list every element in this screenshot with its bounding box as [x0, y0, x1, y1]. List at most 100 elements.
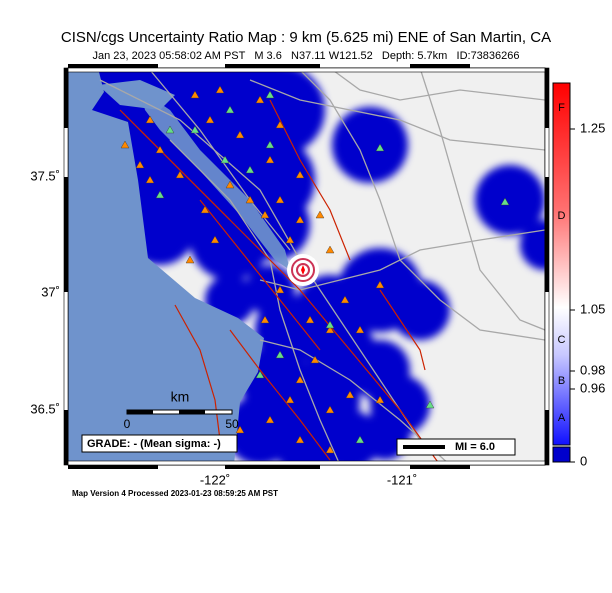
colorbar-tick-label: 1.25 — [580, 120, 605, 135]
san-pablo-bay — [98, 80, 175, 110]
station — [135, 160, 145, 169]
grade-box — [81, 434, 238, 453]
station — [260, 315, 270, 324]
map — [68, 68, 545, 465]
station — [185, 255, 195, 264]
station — [260, 210, 270, 219]
road — [169, 139, 341, 465]
lat-label: 37˚ — [41, 284, 60, 299]
road — [329, 68, 545, 101]
station — [375, 143, 385, 152]
colorbar-tick-label: 1.05 — [580, 301, 605, 316]
grade: GRADE: - (Mean sigma: -) — [87, 438, 221, 450]
station — [325, 320, 335, 329]
epicenter-contour — [296, 263, 310, 277]
station — [175, 170, 185, 179]
uncertainty-area — [235, 68, 325, 155]
fault — [119, 109, 231, 221]
colorbar-labels: F D C B A 1.25 1.05 0.98 0.96 0 — [558, 102, 606, 469]
bay — [140, 90, 290, 270]
station — [325, 445, 335, 454]
station — [285, 235, 295, 244]
road — [249, 79, 545, 151]
frame-edge — [67, 67, 546, 73]
ocean — [68, 68, 264, 465]
station — [235, 425, 245, 434]
station — [155, 190, 165, 199]
road — [419, 68, 545, 331]
station — [205, 115, 215, 124]
uncertainty-area — [475, 165, 545, 235]
colorbar-grade: D — [558, 210, 566, 222]
station — [215, 85, 225, 94]
station — [500, 197, 510, 206]
frame-tick — [410, 465, 470, 469]
lon-label: -121˚ — [387, 472, 417, 487]
legend-label: MI = 6.0 — [455, 441, 495, 453]
station — [295, 435, 305, 444]
station — [310, 355, 320, 364]
station — [225, 180, 235, 189]
road — [299, 69, 545, 341]
scale-unit: km — [171, 389, 190, 405]
station — [285, 395, 295, 404]
station — [295, 215, 305, 224]
colorbar-grade: C — [558, 334, 566, 346]
station — [200, 205, 210, 214]
station — [325, 325, 335, 334]
station — [220, 155, 230, 164]
frame-tick — [64, 177, 68, 292]
frame-tick — [225, 64, 320, 68]
frame-tick — [410, 64, 470, 68]
frame-tick — [64, 410, 68, 465]
frame-tick — [545, 410, 549, 465]
colorbar-grade: B — [558, 375, 565, 387]
fault — [199, 199, 321, 351]
stations — [120, 85, 510, 454]
colorbar-tick-label: 0 — [580, 453, 587, 468]
colorbar: F D C B A 1.25 1.05 0.98 0.96 0 — [552, 82, 606, 469]
station — [425, 400, 435, 409]
fault — [229, 329, 331, 461]
scale-label: 50 — [225, 417, 239, 431]
station — [340, 295, 350, 304]
station — [315, 210, 325, 219]
station — [235, 130, 245, 139]
frame-tick — [68, 465, 158, 469]
faults — [119, 99, 441, 465]
uncertainty-area — [390, 280, 450, 340]
station — [265, 415, 275, 424]
station — [355, 435, 365, 444]
fault — [174, 304, 221, 441]
scale-bar-segment — [127, 410, 153, 414]
station — [265, 90, 275, 99]
station — [295, 375, 305, 384]
frame-edge — [67, 460, 546, 466]
colorbar-zero — [552, 446, 571, 463]
station — [155, 145, 165, 154]
station — [190, 90, 200, 99]
frame-tick — [225, 465, 320, 469]
station — [165, 125, 175, 134]
scale-bar-segment — [179, 410, 205, 414]
legend-box — [396, 438, 516, 456]
frame-tick — [545, 68, 549, 128]
scale-label: 0 — [124, 417, 131, 431]
subtitle: Jan 23, 2023 05:58:02 AM PST M 3.6 N37.1… — [92, 50, 519, 62]
colorbar-grade: A — [558, 412, 566, 424]
station — [190, 125, 200, 134]
station — [265, 140, 275, 149]
station — [325, 405, 335, 414]
legend-line — [403, 445, 445, 449]
lon-label: -122˚ — [200, 472, 230, 487]
frame-ticks — [63, 64, 550, 469]
station — [355, 325, 365, 334]
station — [225, 105, 235, 114]
station — [145, 175, 155, 184]
station — [275, 195, 285, 204]
station — [275, 120, 285, 129]
station — [245, 195, 255, 204]
lat-label: 37.5˚ — [30, 168, 60, 183]
